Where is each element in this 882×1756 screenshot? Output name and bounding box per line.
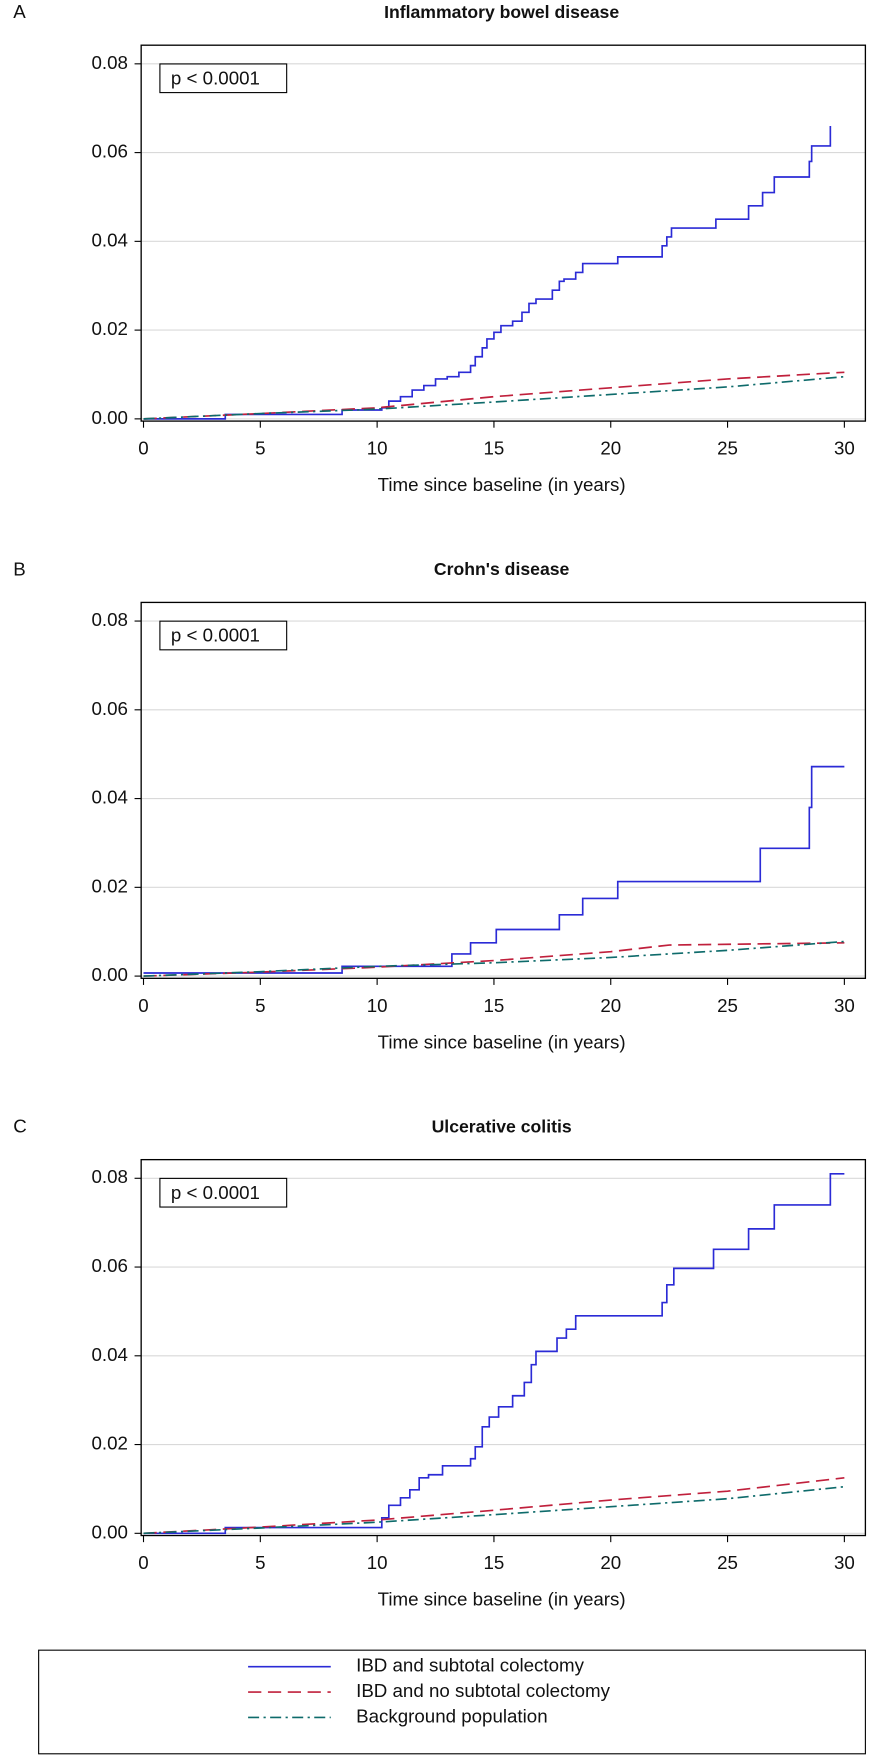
x-tick-label: 5 — [255, 438, 265, 459]
legend-label: IBD and subtotal colectomy — [356, 1655, 585, 1676]
x-axis-label: Time since baseline (in years) — [378, 474, 626, 495]
chart-title: Inflammatory bowel disease — [384, 2, 619, 22]
annotation: p < 0.0001 — [171, 1182, 260, 1203]
series-line — [143, 1173, 845, 1535]
annotation-box — [159, 63, 288, 94]
x-tick-label: 0 — [138, 438, 148, 459]
annotation-box — [159, 620, 288, 651]
y-tick-label: 0.06 — [92, 141, 128, 162]
x-tick-label: 0 — [138, 995, 148, 1016]
x-tick-label: 25 — [717, 1552, 738, 1573]
panel-label: A — [13, 1, 26, 22]
panel-label: C — [13, 1116, 27, 1137]
annotation: p < 0.0001 — [171, 67, 260, 88]
y-tick-label: 0.04 — [92, 229, 128, 250]
x-tick-label: 0 — [138, 1552, 148, 1573]
panel-label: B — [13, 558, 25, 579]
chart-title: Ulcerative colitis — [432, 1116, 572, 1136]
legend-label: Background population — [356, 1705, 547, 1726]
series-line — [143, 371, 845, 420]
y-tick-label: 0.04 — [92, 787, 128, 808]
y-tick-label: 0.06 — [92, 698, 128, 719]
y-tick-label: 0.08 — [92, 1166, 128, 1187]
plot-frame — [140, 1158, 867, 1537]
x-axis-label: Time since baseline (in years) — [378, 1031, 626, 1052]
x-tick-label: 30 — [834, 995, 855, 1016]
annotation: p < 0.0001 — [171, 625, 260, 646]
series-line — [143, 1477, 845, 1535]
series-line — [143, 765, 845, 974]
legend-box — [38, 1649, 866, 1755]
y-tick-label: 0.00 — [92, 407, 128, 428]
plot-frame — [140, 44, 867, 422]
series-line — [143, 375, 845, 420]
plot-frame — [140, 601, 867, 979]
x-tick-label: 30 — [834, 1552, 855, 1573]
legend-label: IBD and no subtotal colectomy — [356, 1680, 611, 1701]
y-tick-label: 0.06 — [92, 1255, 128, 1276]
series-line — [143, 1485, 845, 1535]
series-line — [143, 940, 845, 977]
y-tick-label: 0.04 — [92, 1344, 128, 1365]
x-tick-label: 20 — [600, 438, 621, 459]
series-line — [143, 941, 845, 977]
x-tick-label: 20 — [600, 995, 621, 1016]
x-tick-label: 15 — [484, 995, 505, 1016]
chart-title: Crohn's disease — [434, 559, 570, 579]
x-tick-label: 10 — [367, 1552, 388, 1573]
x-tick-label: 20 — [600, 1552, 621, 1573]
y-tick-label: 0.02 — [92, 318, 128, 339]
series-line — [143, 125, 832, 420]
x-tick-label: 25 — [717, 438, 738, 459]
annotation-box — [159, 1177, 288, 1208]
x-tick-label: 15 — [484, 1552, 505, 1573]
x-tick-label: 10 — [367, 995, 388, 1016]
x-tick-label: 10 — [367, 438, 388, 459]
x-tick-label: 5 — [255, 995, 265, 1016]
x-tick-label: 30 — [834, 438, 855, 459]
y-tick-label: 0.02 — [92, 1433, 128, 1454]
y-tick-label: 0.00 — [92, 1521, 128, 1542]
x-tick-label: 5 — [255, 1552, 265, 1573]
x-tick-label: 15 — [484, 438, 505, 459]
y-tick-label: 0.08 — [92, 609, 128, 630]
x-axis-label: Time since baseline (in years) — [378, 1589, 626, 1610]
y-tick-label: 0.00 — [92, 964, 128, 985]
y-tick-label: 0.02 — [92, 875, 128, 896]
x-tick-label: 25 — [717, 995, 738, 1016]
y-tick-label: 0.08 — [92, 52, 128, 73]
